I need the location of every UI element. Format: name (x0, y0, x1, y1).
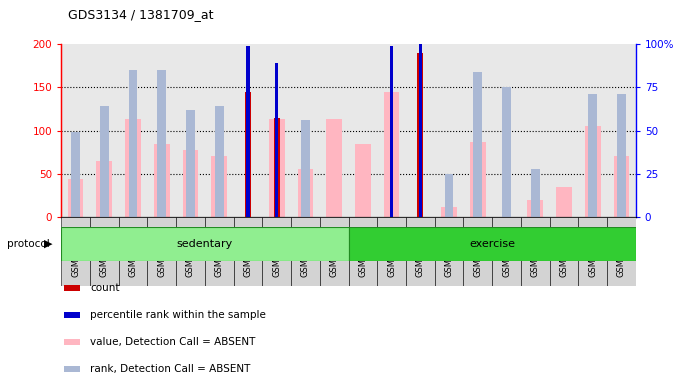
Bar (406, 217, 435, 286)
Bar (274, 118, 279, 217)
Bar (71, 132, 80, 217)
Bar (503, 88, 511, 217)
Bar (418, 53, 423, 217)
Bar (445, 174, 454, 217)
Bar (301, 120, 309, 217)
Text: value, Detection Call = ABSENT: value, Detection Call = ABSENT (90, 337, 255, 347)
Text: GSM184864: GSM184864 (445, 226, 454, 277)
Bar (473, 72, 482, 217)
Bar (528, 200, 543, 217)
Bar (64, 339, 80, 345)
Bar (531, 169, 539, 217)
Bar (435, 217, 464, 286)
Bar (183, 151, 199, 217)
Text: GSM184861: GSM184861 (358, 226, 367, 277)
Bar (68, 179, 84, 217)
Bar (176, 217, 205, 286)
Bar (154, 144, 169, 217)
Bar (441, 207, 457, 217)
Bar (464, 217, 492, 286)
Bar (349, 217, 377, 286)
Bar (275, 63, 278, 217)
Bar (215, 106, 224, 217)
Text: count: count (90, 283, 120, 293)
Bar (125, 119, 141, 217)
Text: GSM184870: GSM184870 (617, 226, 626, 277)
Text: GSM184855: GSM184855 (186, 226, 195, 277)
Bar (326, 119, 342, 217)
Bar (205, 217, 234, 286)
Text: GSM184865: GSM184865 (473, 226, 482, 277)
Bar (607, 217, 636, 286)
Bar (349, 227, 636, 261)
Bar (269, 119, 284, 217)
Text: GSM184860: GSM184860 (330, 226, 339, 277)
Bar (90, 217, 119, 286)
Bar (588, 94, 597, 217)
Bar (246, 46, 250, 217)
Text: GSM184859: GSM184859 (301, 226, 310, 277)
Text: GSM184853: GSM184853 (129, 226, 137, 277)
Bar (585, 126, 600, 217)
Bar (61, 217, 90, 286)
Bar (320, 217, 349, 286)
Bar (556, 187, 572, 217)
Text: rank, Detection Call = ABSENT: rank, Detection Call = ABSENT (90, 364, 250, 374)
Bar (384, 92, 399, 217)
Bar (390, 46, 393, 217)
Text: GSM184867: GSM184867 (531, 226, 540, 277)
Text: GSM184856: GSM184856 (215, 226, 224, 277)
Text: GSM184862: GSM184862 (387, 226, 396, 277)
Bar (470, 142, 486, 217)
Bar (61, 227, 349, 261)
Bar (377, 217, 406, 286)
Bar (419, 36, 422, 217)
Text: sedentary: sedentary (177, 239, 233, 249)
Bar (211, 156, 227, 217)
Text: GSM184866: GSM184866 (502, 226, 511, 277)
Bar (613, 156, 629, 217)
Text: GSM184851: GSM184851 (71, 226, 80, 277)
Bar (100, 106, 109, 217)
Bar (291, 217, 320, 286)
Text: GSM184857: GSM184857 (243, 226, 252, 277)
Text: percentile rank within the sample: percentile rank within the sample (90, 310, 266, 320)
Bar (129, 70, 137, 217)
Bar (521, 217, 549, 286)
Bar (492, 217, 521, 286)
Bar (355, 144, 371, 217)
Text: GSM184858: GSM184858 (272, 226, 281, 277)
Bar (262, 217, 291, 286)
Bar (234, 217, 262, 286)
Bar (617, 94, 626, 217)
Bar (549, 217, 579, 286)
Text: GSM184854: GSM184854 (157, 226, 166, 277)
Text: exercise: exercise (469, 239, 515, 249)
Text: GSM184863: GSM184863 (416, 226, 425, 277)
Bar (158, 70, 166, 217)
Bar (245, 92, 251, 217)
Bar (118, 217, 148, 286)
Bar (148, 217, 176, 286)
Bar (64, 285, 80, 291)
Text: ▶: ▶ (44, 239, 53, 249)
Text: GSM184852: GSM184852 (100, 226, 109, 277)
Text: GSM184868: GSM184868 (560, 226, 568, 277)
Text: protocol: protocol (7, 239, 50, 249)
Bar (579, 217, 607, 286)
Bar (298, 169, 313, 217)
Bar (64, 312, 80, 318)
Bar (186, 110, 194, 217)
Text: GDS3134 / 1381709_at: GDS3134 / 1381709_at (68, 8, 214, 21)
Bar (64, 366, 80, 372)
Text: GSM184869: GSM184869 (588, 226, 597, 277)
Bar (97, 161, 112, 217)
